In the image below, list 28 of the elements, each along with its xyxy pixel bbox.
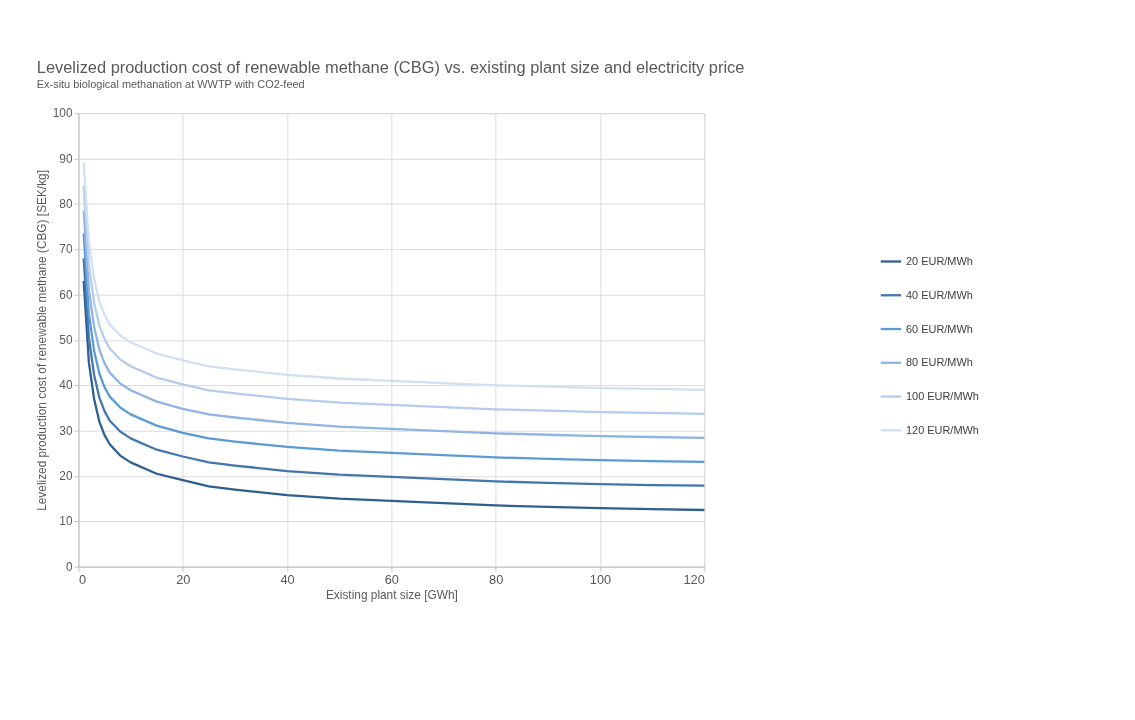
y-tick-label: 100: [52, 106, 73, 121]
x-axis-title: Existing plant size [GWh]: [325, 588, 458, 603]
y-tick-label: 80: [59, 197, 73, 212]
y-tick-label: 50: [59, 333, 73, 348]
legend-label: 40 EUR/MWh: [905, 288, 973, 301]
y-tick-label: 30: [59, 423, 73, 438]
x-tick-label: 60: [384, 571, 399, 587]
legend-label: 60 EUR/MWh: [905, 322, 973, 335]
legend-label: 100 EUR/MWh: [905, 390, 979, 403]
legend-label: 20 EUR/MWh: [905, 255, 973, 268]
y-tick-label: 0: [65, 559, 73, 574]
x-tick-label: 80: [489, 571, 504, 587]
x-tick-label: 20: [176, 571, 191, 587]
y-tick-label: 60: [59, 287, 73, 302]
chart-subtitle: Ex-situ biological methanation at WWTP with CO2-feed: [36, 77, 305, 90]
y-tick-label: 90: [59, 151, 73, 166]
legend-label: 120 EUR/MWh: [905, 423, 979, 436]
y-tick-label: 40: [59, 378, 73, 393]
y-tick-label: 70: [59, 242, 73, 257]
x-tick-label: 0: [78, 571, 87, 587]
y-tick-label: 10: [59, 514, 73, 529]
x-tick-label: 100: [589, 571, 612, 587]
x-tick-label: 120: [683, 571, 705, 587]
y-axis-title: Levelized production cost of renewable methane (CBG) [SEK/kg]: [35, 170, 50, 511]
legend-label: 80 EUR/MWh: [905, 356, 973, 369]
x-tick-label: 40: [280, 571, 295, 587]
chart-title: Levelized production cost of renewable methane (CBG) vs. existing plant size and electricity price: [36, 58, 745, 77]
y-tick-label: 20: [59, 469, 73, 484]
